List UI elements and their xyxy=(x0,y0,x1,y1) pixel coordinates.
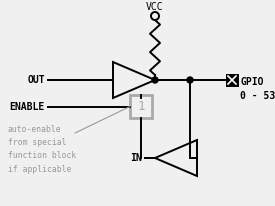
Text: 1: 1 xyxy=(137,100,145,113)
Bar xyxy=(130,95,152,118)
Text: GPIO
0 - 53: GPIO 0 - 53 xyxy=(241,77,275,101)
Circle shape xyxy=(187,77,193,83)
Text: IN: IN xyxy=(130,153,142,163)
Bar xyxy=(227,75,238,85)
Text: VCC: VCC xyxy=(146,2,164,12)
Text: OUT: OUT xyxy=(28,75,45,85)
Circle shape xyxy=(152,77,158,83)
Text: ENABLE: ENABLE xyxy=(10,102,45,111)
Text: auto-enable
from special
function block
if applicable: auto-enable from special function block … xyxy=(8,125,76,174)
